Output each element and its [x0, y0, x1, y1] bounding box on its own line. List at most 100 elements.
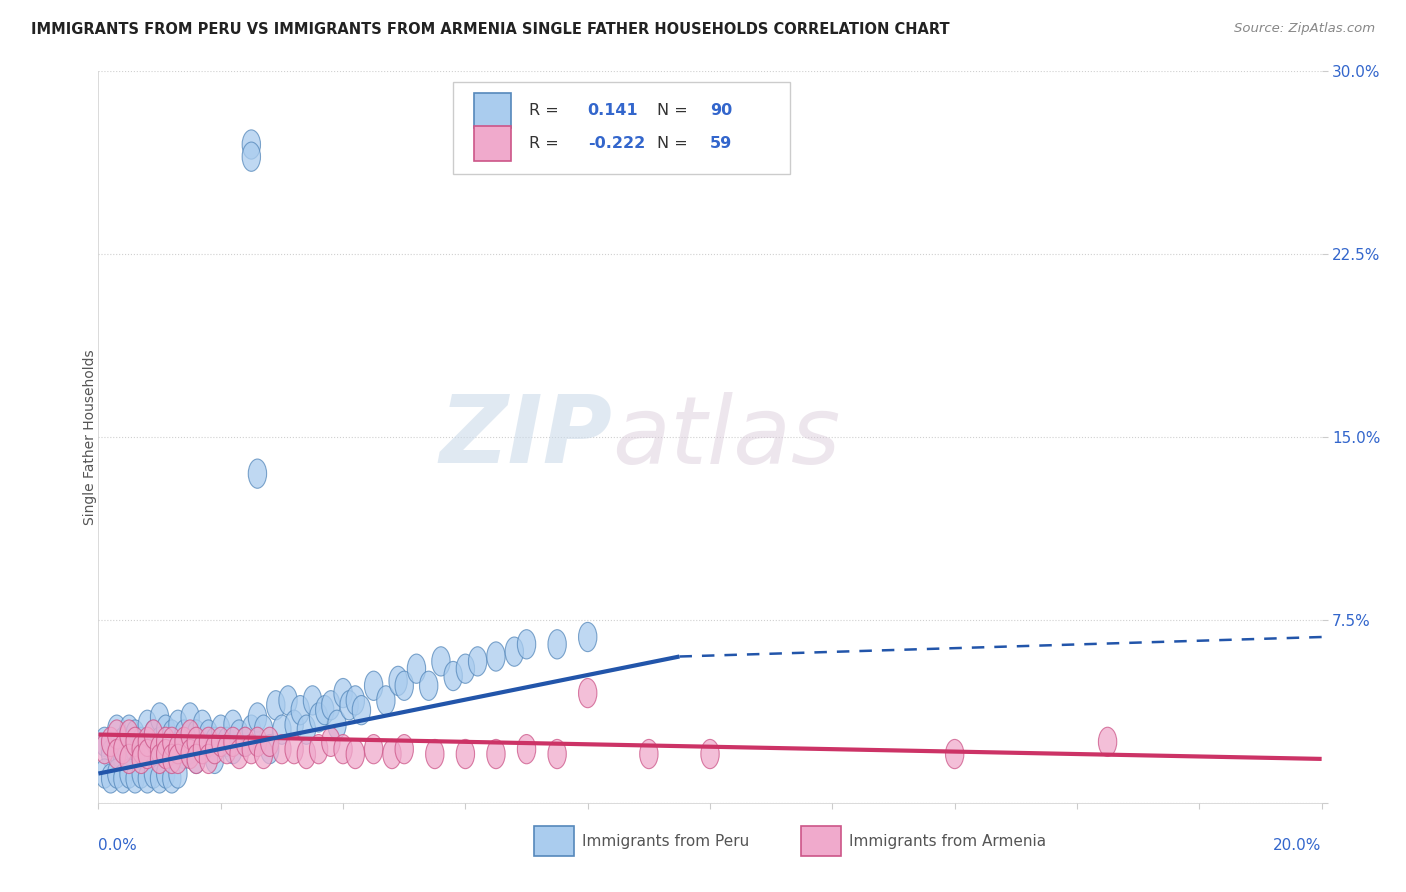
Ellipse shape: [456, 739, 475, 769]
Ellipse shape: [132, 727, 150, 756]
Ellipse shape: [181, 739, 200, 769]
Text: Immigrants from Peru: Immigrants from Peru: [582, 834, 749, 848]
Ellipse shape: [138, 764, 156, 793]
Text: Source: ZipAtlas.com: Source: ZipAtlas.com: [1234, 22, 1375, 36]
FancyBboxPatch shape: [474, 126, 510, 161]
Ellipse shape: [200, 744, 218, 773]
Ellipse shape: [169, 744, 187, 773]
Ellipse shape: [114, 744, 132, 773]
Ellipse shape: [120, 752, 138, 780]
Ellipse shape: [408, 654, 426, 683]
Ellipse shape: [132, 744, 150, 773]
Ellipse shape: [169, 734, 187, 764]
Ellipse shape: [200, 727, 218, 756]
Ellipse shape: [315, 696, 333, 725]
Ellipse shape: [236, 727, 254, 756]
Ellipse shape: [200, 720, 218, 749]
Y-axis label: Single Father Households: Single Father Households: [83, 350, 97, 524]
Ellipse shape: [96, 734, 114, 764]
Text: -0.222: -0.222: [588, 136, 645, 152]
Ellipse shape: [120, 715, 138, 744]
Ellipse shape: [163, 720, 181, 749]
Ellipse shape: [1098, 727, 1116, 756]
Ellipse shape: [285, 710, 304, 739]
Ellipse shape: [101, 739, 120, 769]
Ellipse shape: [181, 734, 200, 764]
Ellipse shape: [132, 734, 150, 764]
Ellipse shape: [181, 703, 200, 732]
Text: N =: N =: [658, 103, 688, 118]
Ellipse shape: [163, 727, 181, 756]
Ellipse shape: [205, 744, 224, 773]
Ellipse shape: [224, 710, 242, 739]
Ellipse shape: [96, 727, 114, 756]
Ellipse shape: [150, 727, 169, 756]
Ellipse shape: [249, 703, 267, 732]
Ellipse shape: [156, 734, 174, 764]
Ellipse shape: [291, 696, 309, 725]
Ellipse shape: [108, 734, 127, 764]
Ellipse shape: [346, 686, 364, 715]
Ellipse shape: [364, 671, 382, 700]
Text: 90: 90: [710, 103, 733, 118]
Ellipse shape: [108, 715, 127, 744]
Ellipse shape: [297, 739, 315, 769]
Ellipse shape: [193, 710, 211, 739]
Ellipse shape: [120, 744, 138, 773]
Ellipse shape: [254, 715, 273, 744]
Ellipse shape: [187, 744, 205, 773]
Text: ZIP: ZIP: [439, 391, 612, 483]
Ellipse shape: [517, 734, 536, 764]
Ellipse shape: [231, 739, 249, 769]
Ellipse shape: [156, 759, 174, 789]
Ellipse shape: [211, 715, 231, 744]
Text: 0.0%: 0.0%: [98, 838, 138, 854]
Ellipse shape: [297, 715, 315, 744]
Ellipse shape: [108, 759, 127, 789]
Ellipse shape: [156, 739, 174, 769]
Ellipse shape: [468, 647, 486, 676]
Ellipse shape: [700, 739, 720, 769]
Ellipse shape: [205, 727, 224, 756]
Ellipse shape: [340, 690, 359, 720]
Text: R =: R =: [529, 103, 564, 118]
Text: 0.141: 0.141: [588, 103, 638, 118]
Ellipse shape: [114, 727, 132, 756]
Ellipse shape: [174, 727, 193, 756]
Ellipse shape: [138, 710, 156, 739]
Ellipse shape: [224, 734, 242, 764]
Ellipse shape: [132, 759, 150, 789]
Ellipse shape: [174, 739, 193, 769]
Ellipse shape: [187, 727, 205, 756]
Ellipse shape: [249, 459, 267, 488]
Ellipse shape: [211, 727, 231, 756]
Ellipse shape: [127, 727, 145, 756]
Ellipse shape: [486, 739, 505, 769]
Ellipse shape: [218, 734, 236, 764]
Ellipse shape: [353, 696, 371, 725]
Ellipse shape: [419, 671, 437, 700]
Ellipse shape: [267, 690, 285, 720]
Ellipse shape: [309, 703, 328, 732]
Ellipse shape: [231, 720, 249, 749]
Ellipse shape: [285, 734, 304, 764]
Ellipse shape: [578, 679, 598, 707]
Ellipse shape: [395, 671, 413, 700]
Ellipse shape: [150, 744, 169, 773]
Ellipse shape: [205, 734, 224, 764]
Ellipse shape: [181, 720, 200, 749]
Ellipse shape: [578, 623, 598, 652]
Text: atlas: atlas: [612, 392, 841, 483]
Ellipse shape: [517, 630, 536, 659]
Ellipse shape: [145, 720, 163, 749]
Ellipse shape: [260, 734, 278, 764]
Ellipse shape: [120, 759, 138, 789]
Ellipse shape: [486, 642, 505, 671]
Ellipse shape: [101, 727, 120, 756]
Ellipse shape: [218, 727, 236, 756]
Ellipse shape: [377, 686, 395, 715]
Ellipse shape: [163, 744, 181, 773]
Ellipse shape: [254, 739, 273, 769]
Ellipse shape: [224, 727, 242, 756]
Ellipse shape: [945, 739, 965, 769]
